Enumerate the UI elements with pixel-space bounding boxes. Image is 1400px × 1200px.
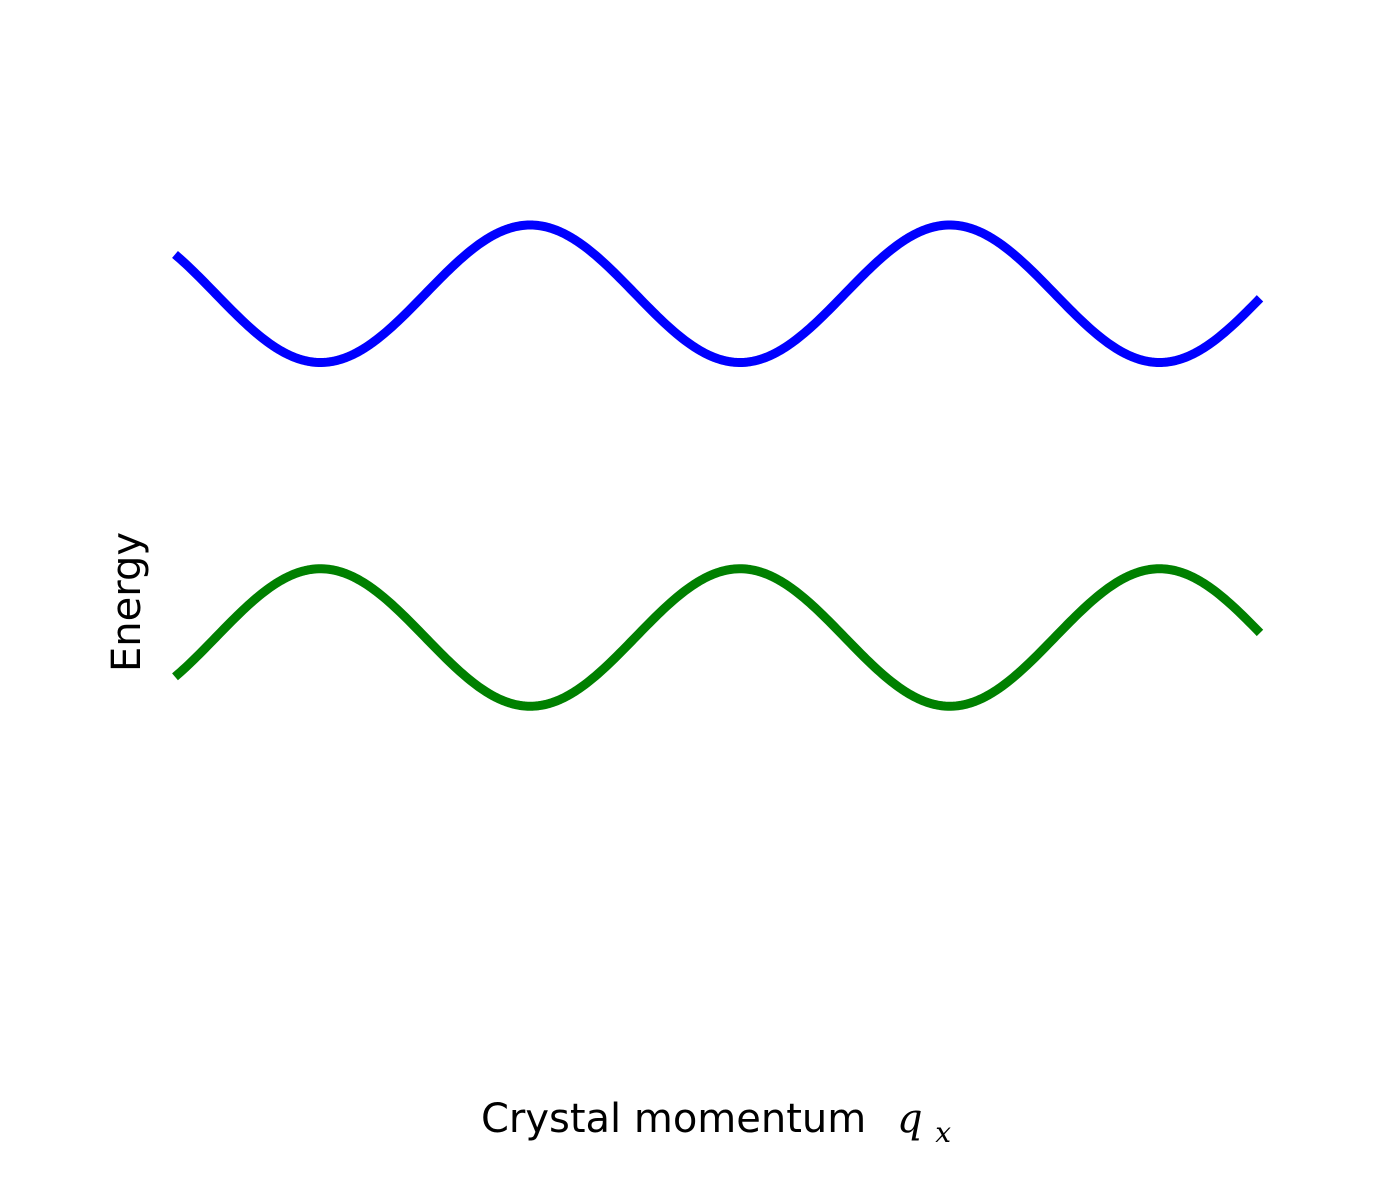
x-axis-label: Crystal momentum q x [481, 1096, 951, 1149]
x-axis-label-symbol: q [897, 1096, 923, 1142]
x-axis-label-main: Crystal momentum [481, 1096, 866, 1142]
series-layer [172, 220, 1264, 711]
series-line-2 [172, 564, 1264, 711]
series-line-1 [172, 220, 1264, 367]
y-axis-label: Energy [104, 532, 150, 672]
x-axis-label-subscript: x [935, 1116, 951, 1149]
